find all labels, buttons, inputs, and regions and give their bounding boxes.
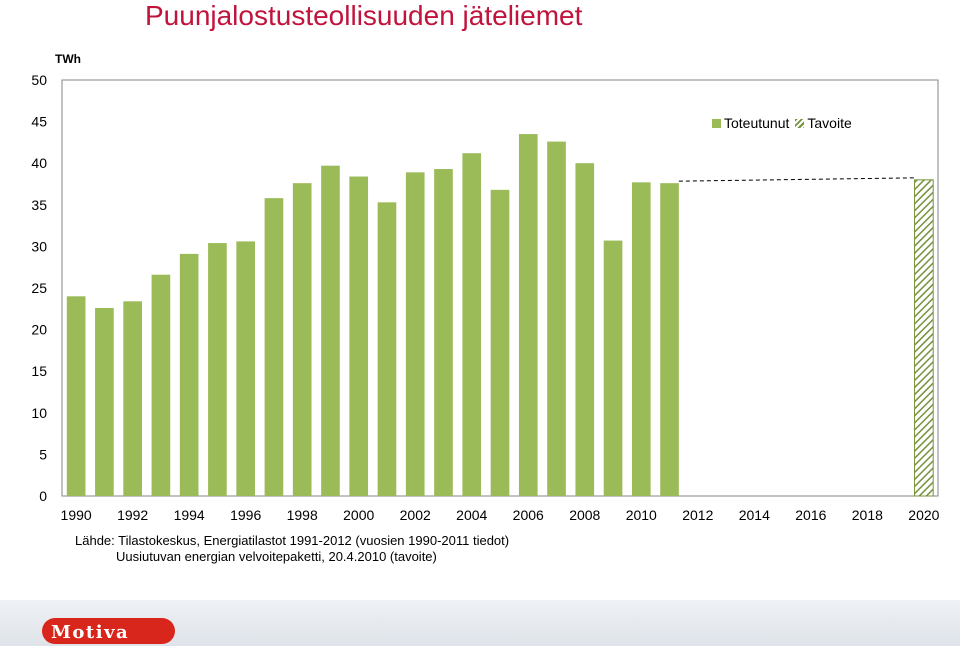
y-tick-label: 10 — [31, 405, 47, 421]
x-tick-label: 2004 — [456, 507, 487, 523]
y-tick-label: 35 — [31, 197, 47, 213]
bar-actual — [462, 153, 482, 496]
bar-target — [914, 179, 934, 497]
x-tick-label: 2000 — [343, 507, 374, 523]
bar-actual — [123, 301, 142, 496]
bar-actual — [603, 240, 623, 496]
x-tick-label: 1990 — [61, 507, 92, 523]
motiva-logo-background — [42, 618, 175, 644]
source-note: Lähde: Tilastokeskus, Energiatilastot 19… — [75, 533, 509, 565]
y-tick-label: 50 — [31, 72, 47, 88]
bar-actual — [66, 296, 86, 496]
legend-item-actual: Toteutunut — [712, 115, 789, 131]
x-tick-label: 2012 — [682, 507, 713, 523]
x-tick-label: 2002 — [400, 507, 431, 523]
bar-actual — [490, 189, 510, 496]
legend-item-target: Tavoite — [795, 115, 852, 131]
y-tick-label: 5 — [39, 446, 47, 462]
x-tick-label: 1992 — [117, 507, 148, 523]
y-tick-label: 15 — [31, 363, 47, 379]
x-tick-label: 1996 — [230, 507, 261, 523]
legend: Toteutunut Tavoite — [712, 115, 858, 131]
bar-actual — [631, 182, 651, 496]
bar-actual — [405, 172, 425, 497]
x-tick-label: 2010 — [626, 507, 657, 523]
source-line-2: Uusiutuvan energian velvoitepaketti, 20.… — [116, 549, 437, 564]
bar-actual — [377, 202, 397, 496]
motiva-logo: Motiva — [42, 618, 175, 644]
y-tick-label: 20 — [31, 322, 47, 338]
y-tick-label: 45 — [31, 114, 47, 130]
bar-actual — [236, 241, 256, 496]
legend-swatch-target — [795, 118, 805, 128]
y-tick-label: 30 — [31, 238, 47, 254]
bar-actual — [660, 183, 679, 496]
legend-swatch-actual — [712, 118, 721, 128]
y-tick-label: 40 — [31, 155, 47, 171]
bar-actual — [151, 274, 171, 496]
x-tick-label: 2014 — [739, 507, 770, 523]
chart-title: Puunjalostusteollisuuden jäteliemet — [145, 0, 583, 31]
x-tick-label: 2006 — [513, 507, 544, 523]
bar-actual — [518, 134, 538, 496]
bar-actual — [179, 253, 199, 496]
bar-actual — [434, 169, 453, 497]
bar-actual — [264, 198, 284, 497]
bar-actual — [349, 176, 369, 496]
x-tick-label: 2016 — [795, 507, 826, 523]
bar-actual — [208, 243, 227, 496]
bar-actual — [292, 183, 312, 496]
x-tick-label: 2020 — [908, 507, 939, 523]
x-tick-label: 2018 — [852, 507, 883, 523]
x-tick-label: 2008 — [569, 507, 600, 523]
legend-label-target: Tavoite — [807, 115, 852, 131]
y-tick-label: 25 — [31, 280, 47, 296]
x-tick-label: 1998 — [287, 507, 318, 523]
legend-label-actual: Toteutunut — [724, 115, 790, 131]
y-axis-unit: TWh — [55, 52, 81, 66]
bar-chart: 0 5 10 15 20 25 30 35 40 45 50 1990 1992 1994 1996 199… — [31, 72, 939, 523]
bar-actual — [575, 163, 595, 496]
bar-actual — [95, 307, 114, 496]
trend-line — [678, 177, 915, 182]
y-tick-label: 0 — [39, 488, 47, 504]
bar-actual — [547, 141, 566, 496]
source-line-1: Lähde: Tilastokeskus, Energiatilastot 19… — [75, 533, 510, 548]
x-tick-label: 1994 — [174, 507, 205, 523]
motiva-logo-text: Motiva — [51, 622, 129, 643]
bar-actual — [321, 165, 340, 497]
